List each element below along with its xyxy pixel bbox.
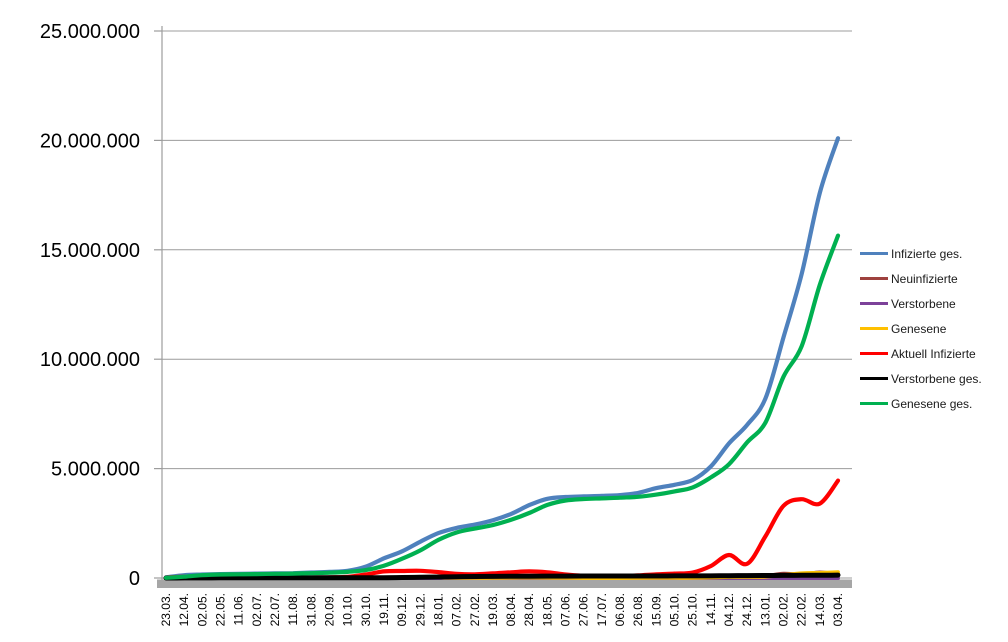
series-line-genesene-ges: [163, 233, 841, 580]
legend-label: Aktuell Infizierte: [891, 346, 976, 361]
x-axis-label: 22.07.: [268, 593, 282, 626]
legend-entry: Verstorbene ges.: [860, 366, 1008, 391]
legend-label: Genesene ges.: [891, 396, 973, 411]
legend-entry: Infizierte ges.: [860, 241, 1008, 266]
x-axis-label: 14.11.: [704, 593, 718, 625]
legend-entry: Genesene ges.: [860, 391, 1008, 416]
series-line-verstorbene-ges: [163, 572, 841, 581]
x-axis-label: 17.07.: [595, 593, 609, 626]
x-axis-label: 03.04.: [831, 593, 845, 626]
y-axis-label: 15.000.000: [40, 240, 140, 262]
x-axis-baseline-bar: [157, 579, 852, 588]
x-axis-label: 11.08.: [286, 593, 300, 625]
x-axis-label: 29.12.: [413, 593, 427, 626]
x-axis-label: 02.02.: [777, 593, 791, 626]
legend-label: Genesene: [891, 321, 947, 336]
legend-swatch: [860, 352, 888, 355]
x-axis-label: 09.12.: [395, 593, 409, 626]
y-axis-label: 20.000.000: [40, 130, 140, 152]
x-axis-label: 28.04.: [522, 593, 536, 626]
legend-entry: Genesene: [860, 316, 1008, 341]
legend-swatch: [860, 302, 888, 305]
legend-label: Verstorbene ges.: [891, 371, 982, 386]
x-axis-label: 25.10.: [686, 593, 700, 626]
x-axis-label: 22.02.: [795, 593, 809, 626]
x-axis-label: 04.12.: [722, 593, 736, 626]
legend-label: Verstorbene: [891, 296, 956, 311]
x-axis-label: 31.08.: [304, 593, 318, 626]
series-line-infizierte-ges: [163, 136, 841, 580]
x-axis-label: 07.02.: [450, 593, 464, 626]
x-axis-label: 15.09.: [649, 593, 663, 626]
legend-swatch: [860, 327, 888, 330]
x-axis-label: 05.10.: [668, 593, 682, 626]
x-axis-label: 27.06.: [577, 593, 591, 626]
x-axis-label: 20.09.: [322, 593, 336, 626]
legend-swatch: [860, 377, 888, 380]
x-axis-label: 08.04.: [504, 593, 518, 626]
x-axis-label: 06.08.: [613, 593, 627, 626]
x-axis-label: 18.05.: [540, 593, 554, 626]
x-axis-label: 22.05.: [213, 593, 227, 626]
x-axis-label: 26.08.: [631, 593, 645, 626]
x-axis-label: 30.10.: [359, 593, 373, 626]
legend-label: Neuinfizierte: [891, 271, 958, 286]
x-axis-label: 18.01.: [431, 593, 445, 626]
x-axis-label: 14.03.: [813, 593, 827, 626]
legend-label: Infizierte ges.: [891, 246, 963, 261]
legend-entry: Neuinfizierte: [860, 266, 1008, 291]
x-axis-label: 24.12.: [740, 593, 754, 626]
x-axis-label: 13.01.: [758, 593, 772, 626]
series-line-aktuell-infizierte: [163, 478, 841, 580]
legend: Infizierte ges. Neuinfizierte Verstorbene G…: [860, 241, 1008, 416]
x-axis-label: 11.06.: [232, 593, 246, 625]
x-axis-label: 12.04.: [177, 593, 191, 626]
legend-swatch: [860, 277, 888, 280]
x-axis-label: 23.03.: [159, 593, 173, 626]
x-axis-label: 27.02.: [468, 593, 482, 626]
x-axis-label: 10.10.: [341, 593, 355, 626]
x-axis-label: 02.05.: [195, 593, 209, 626]
x-axis-label: 19.03.: [486, 593, 500, 626]
legend-swatch: [860, 402, 888, 405]
y-axis-label: 10.000.000: [40, 349, 140, 371]
y-axis-label: 5.000.000: [51, 459, 140, 481]
x-axis-label: 02.07.: [250, 593, 264, 626]
y-axis-label: 0: [129, 568, 140, 590]
y-axis-label: 25.000.000: [40, 21, 140, 43]
legend-entry: Verstorbene: [860, 291, 1008, 316]
legend-swatch: [860, 252, 888, 255]
x-axis-label: 19.11.: [377, 593, 391, 625]
x-axis-label: 07.06.: [559, 593, 573, 626]
legend-entry: Aktuell Infizierte: [860, 341, 1008, 366]
